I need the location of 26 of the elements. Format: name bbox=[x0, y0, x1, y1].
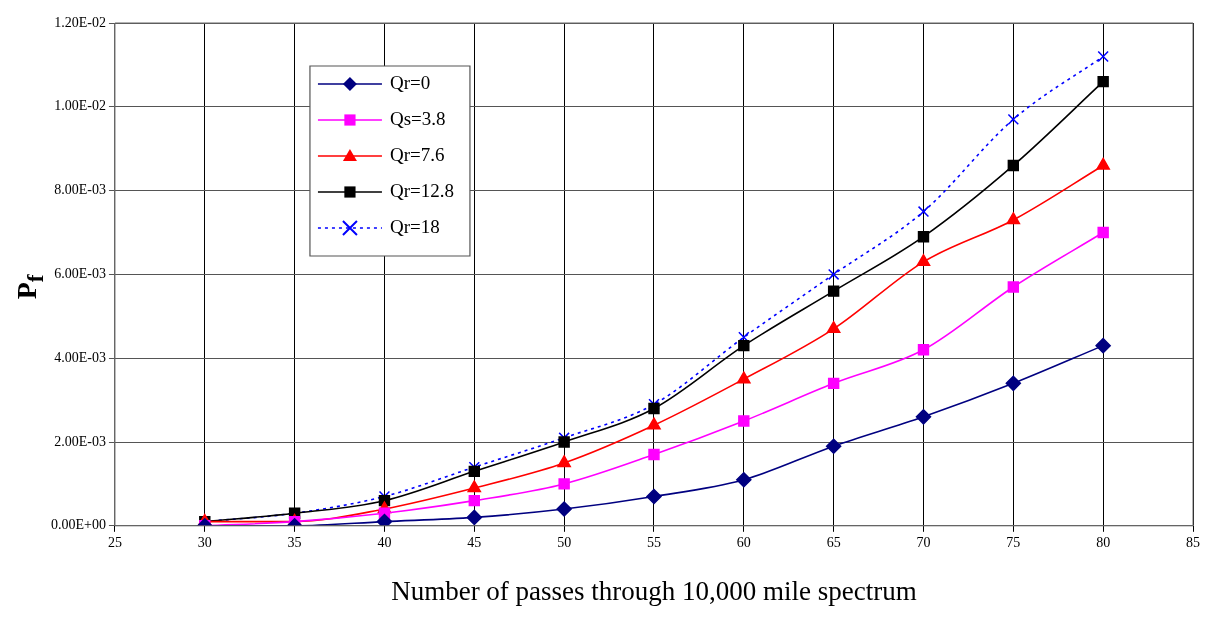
x-tick-label: 70 bbox=[916, 534, 931, 550]
x-axis-title: Number of passes through 10,000 mile spectrum bbox=[391, 575, 917, 606]
y-tick-label: 8.00E-03 bbox=[54, 182, 106, 198]
y-tick-label: 1.00E-02 bbox=[54, 98, 106, 114]
x-tick-label: 75 bbox=[1006, 534, 1021, 550]
y-tick-label: 6.00E-03 bbox=[54, 266, 106, 282]
x-tick-label: 45 bbox=[467, 534, 482, 550]
x-tick-label: 60 bbox=[736, 534, 751, 550]
legend-label: Qr=0 bbox=[389, 71, 431, 93]
x-tick-label: 55 bbox=[646, 534, 661, 550]
y-tick-label: 1.20E-02 bbox=[54, 14, 106, 30]
x-tick-label: 40 bbox=[377, 534, 392, 550]
legend-label: Qr=12.8 bbox=[389, 179, 454, 201]
legend-label: Qs=3.8 bbox=[389, 107, 446, 129]
y-tick-label: 4.00E-03 bbox=[54, 349, 106, 365]
x-tick-label: 85 bbox=[1186, 534, 1200, 550]
x-tick-label: 50 bbox=[557, 534, 572, 550]
legend-label: Qr=7.6 bbox=[389, 143, 445, 165]
x-tick-label: 30 bbox=[197, 534, 212, 550]
x-tick-label: 25 bbox=[107, 534, 122, 550]
y-tick-label: 2.00E-03 bbox=[54, 433, 106, 449]
legend-label: Qr=18 bbox=[389, 215, 440, 237]
x-tick-label: 65 bbox=[826, 534, 841, 550]
x-tick-label: 80 bbox=[1096, 534, 1111, 550]
y-tick-label: 0.00E+00 bbox=[50, 517, 106, 533]
x-tick-label: 35 bbox=[287, 534, 302, 550]
